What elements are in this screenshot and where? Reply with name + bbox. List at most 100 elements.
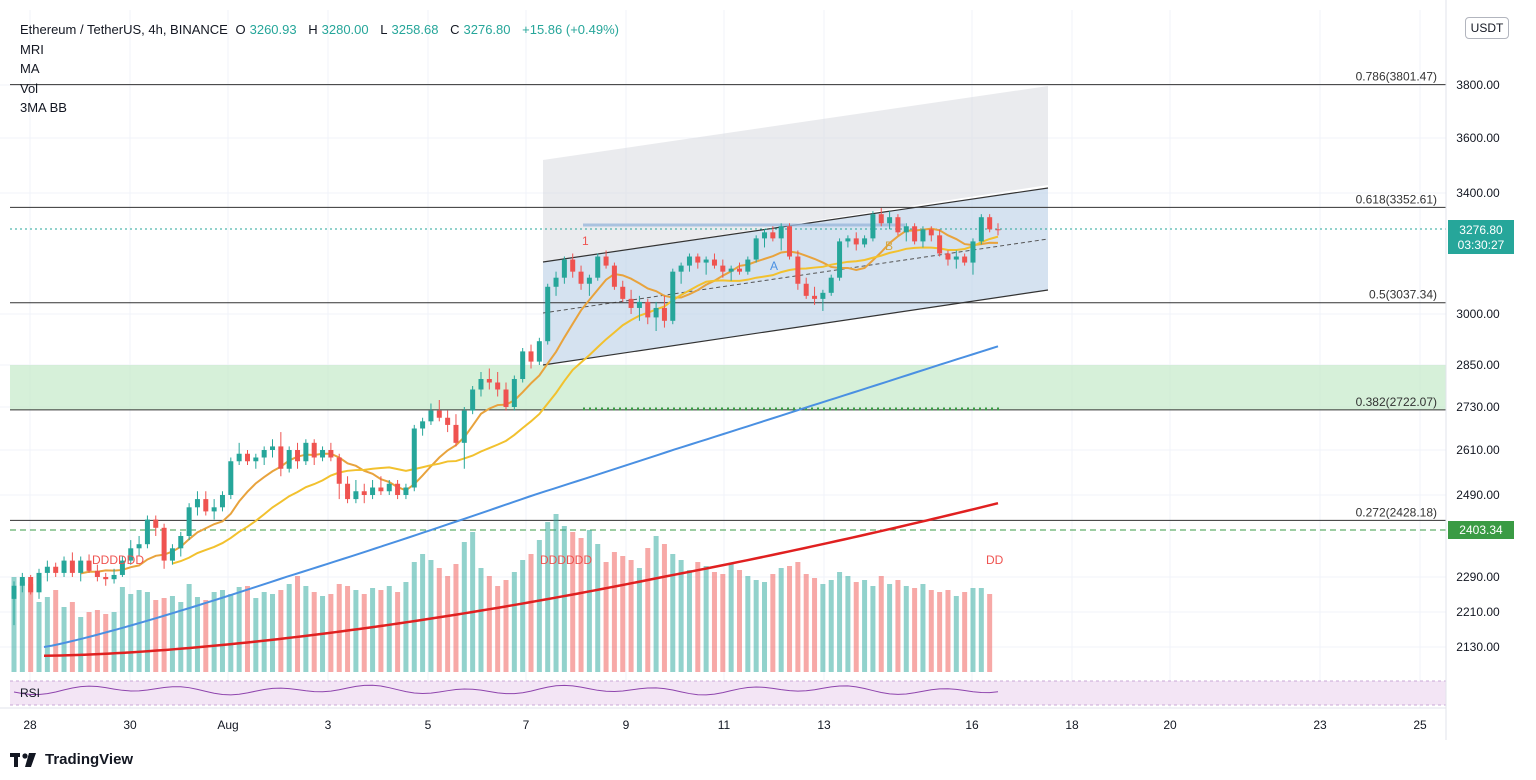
fib-label: 0.618(3352.61): [1356, 192, 1437, 206]
candle-body: [219, 495, 225, 508]
y-tick-label: 2610.00: [1456, 443, 1500, 457]
volume-bar: [178, 602, 184, 672]
candle-body: [320, 450, 326, 458]
volume-bar: [128, 594, 134, 672]
candle-body: [253, 457, 259, 462]
candle-body: [428, 410, 434, 422]
y-tick-label: 2850.00: [1456, 358, 1500, 372]
y-tick-label: 3400.00: [1456, 186, 1500, 200]
volume-bar: [186, 584, 192, 672]
volume-bar: [753, 580, 759, 672]
volume-bar: [420, 554, 426, 672]
volume-bar: [119, 587, 125, 672]
candle-body: [403, 487, 409, 495]
candle-body: [453, 424, 459, 443]
candle-body: [720, 265, 726, 272]
candle-body: [370, 487, 376, 495]
volume-bar: [86, 612, 92, 672]
candle-body: [278, 446, 284, 469]
volume-bar: [945, 590, 951, 672]
candle-body: [536, 341, 542, 362]
volume-bar: [828, 580, 834, 672]
volume-bar: [503, 580, 509, 672]
candle-body: [345, 483, 351, 500]
x-tick-label: 16: [965, 718, 979, 732]
indicator-ma[interactable]: MA: [20, 61, 40, 76]
candle-body: [328, 450, 334, 458]
volume-bar: [478, 568, 484, 672]
chart-annotation: DD: [986, 553, 1004, 567]
volume-bar: [845, 576, 851, 672]
volume-bar: [261, 592, 267, 672]
volume-bar: [545, 522, 551, 672]
symbol-title[interactable]: Ethereum / TetherUS, 4h, BINANCE: [20, 22, 228, 37]
volume-bar: [153, 600, 159, 672]
volume-bar: [445, 576, 451, 672]
volume-bar: [111, 612, 117, 672]
candle-body: [244, 453, 250, 462]
close-value: 3276.80: [463, 22, 511, 37]
volume-bar: [370, 588, 376, 672]
volume-bar: [470, 532, 476, 672]
candle-body: [486, 379, 492, 383]
volume-bar: [169, 596, 175, 672]
candle-body: [862, 238, 868, 245]
candle-body: [86, 560, 92, 571]
fib-label: 0.786(3801.47): [1356, 70, 1437, 84]
volume-bar: [61, 607, 67, 672]
volume-bar: [920, 584, 926, 672]
candle-body: [820, 292, 826, 299]
volume-bar: [887, 584, 893, 672]
candle-body: [528, 351, 534, 362]
volume-bar: [553, 514, 559, 672]
volume-bar: [536, 540, 542, 672]
tradingview-brand[interactable]: TradingView: [10, 751, 133, 768]
candles: [11, 208, 1001, 626]
low-label: L: [380, 22, 388, 37]
candle-body: [386, 483, 392, 492]
volume-bar: [937, 592, 943, 672]
candle-body: [728, 268, 734, 272]
chart-legend: Ethereum / TetherUS, 4h, BINANCE O 3260.9…: [20, 20, 623, 118]
candle-body: [395, 483, 401, 495]
candle-body: [119, 560, 125, 575]
candle-body: [78, 560, 84, 573]
volume-bar: [378, 590, 384, 672]
candle-body: [703, 259, 709, 263]
candle-body: [828, 277, 834, 293]
support-zone: [10, 365, 1446, 410]
volume-bar: [586, 530, 592, 672]
indicator-vol[interactable]: Vol: [20, 80, 39, 96]
currency-badge[interactable]: USDT: [1465, 17, 1509, 39]
volume-bar: [219, 590, 225, 672]
candle-body: [887, 217, 893, 224]
candle-body: [336, 457, 342, 484]
y-tick-label: 2130.00: [1456, 640, 1500, 654]
volume-bar: [645, 548, 651, 672]
volume-bar: [895, 580, 901, 672]
volume-bar: [795, 562, 801, 672]
candle-body: [353, 491, 359, 500]
indicator-mri[interactable]: MRI: [20, 41, 44, 57]
fib-label: 0.382(2722.07): [1356, 395, 1437, 409]
volume-bar: [361, 594, 367, 672]
x-tick-label: 7: [523, 718, 530, 732]
volume-bar: [770, 574, 776, 672]
volume-bar: [803, 574, 809, 672]
volume-bar: [211, 592, 217, 672]
chart-annotation: A: [770, 259, 778, 273]
candle-body: [261, 450, 267, 458]
candle-body: [178, 536, 184, 549]
volume-bar: [578, 538, 584, 672]
volume-bar: [762, 582, 768, 672]
indicator-3ma-bb[interactable]: 3MA BB: [20, 100, 67, 115]
candle-body: [795, 256, 801, 284]
candle-body: [903, 226, 909, 233]
candle-body: [553, 277, 559, 287]
volume-bar: [853, 582, 859, 672]
volume-bar: [970, 588, 976, 672]
candle-body: [987, 217, 993, 230]
x-tick-label: 23: [1313, 718, 1327, 732]
volume-bar: [28, 584, 34, 672]
